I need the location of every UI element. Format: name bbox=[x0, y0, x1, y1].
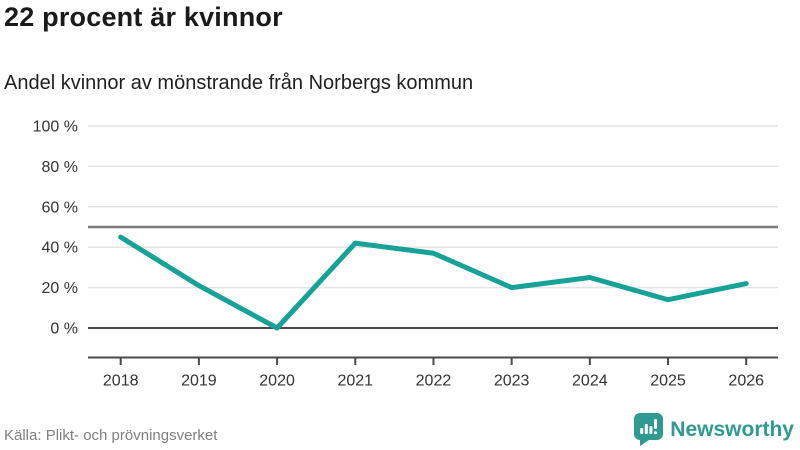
brand-name: Newsworthy bbox=[670, 417, 794, 441]
y-tick-label: 0 % bbox=[50, 321, 78, 338]
x-tick-label: 2019 bbox=[181, 373, 217, 390]
y-tick-label: 80 % bbox=[42, 159, 78, 176]
x-tick-label: 2022 bbox=[416, 373, 452, 390]
chart-title: 22 procent är kvinnor bbox=[4, 2, 283, 32]
x-tick-label: 2023 bbox=[494, 373, 530, 390]
y-tick-label: 40 % bbox=[42, 240, 78, 257]
data-line bbox=[118, 234, 749, 331]
source-note: Källa: Plikt- och prövningsverket bbox=[4, 427, 218, 444]
x-tick-label: 2020 bbox=[259, 373, 295, 390]
brand-logo: Newsworthy bbox=[634, 413, 794, 446]
x-tick-label: 2021 bbox=[337, 373, 373, 390]
y-tick-label: 60 % bbox=[42, 199, 78, 216]
x-tick-label: 2018 bbox=[103, 373, 139, 390]
x-tick-label: 2026 bbox=[728, 373, 764, 390]
y-tick-label: 20 % bbox=[42, 280, 78, 297]
chart-subtitle: Andel kvinnor av mönstrande från Norberg… bbox=[4, 72, 474, 94]
y-tick-label: 100 % bbox=[33, 119, 78, 136]
x-tick-label: 2024 bbox=[572, 373, 608, 390]
x-tick-label: 2025 bbox=[650, 373, 686, 390]
bar-chart-speech-bubble-icon bbox=[634, 413, 664, 446]
